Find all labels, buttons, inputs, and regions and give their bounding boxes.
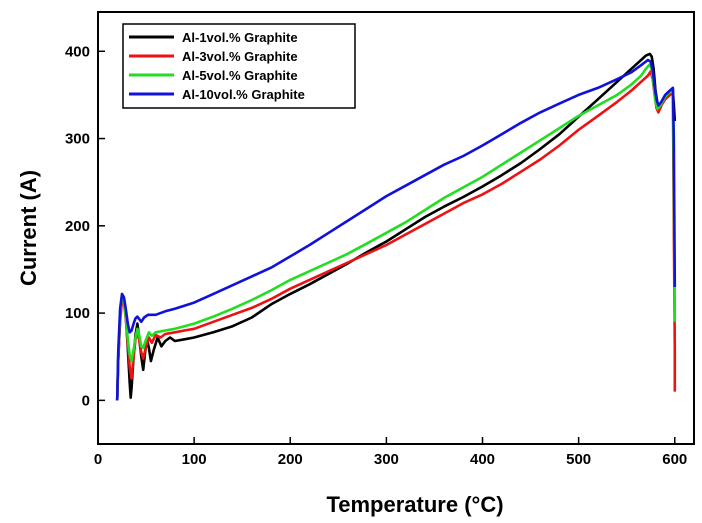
x-tick-label: 200 — [278, 451, 303, 468]
legend-label: Al-3vol.% Graphite — [182, 49, 298, 64]
series-layer — [115, 52, 677, 401]
x-tick-label: 100 — [182, 451, 207, 468]
x-tick-label: 400 — [470, 451, 495, 468]
x-tick-label: 0 — [94, 451, 102, 468]
y-tick-label: 400 — [65, 43, 90, 60]
y-tick-label: 200 — [65, 218, 90, 235]
x-tick-label: 600 — [662, 451, 687, 468]
y-axis-title: Current (A) — [16, 170, 41, 286]
series-line-4 — [115, 58, 677, 401]
x-tick-label: 500 — [566, 451, 591, 468]
y-tick-label: 300 — [65, 131, 90, 148]
legend-entries: Al-1vol.% Graphite Al-3vol.% Graphite Al-5… — [129, 30, 305, 102]
y-tick-label: 100 — [65, 305, 90, 322]
legend: Al-1vol.% Graphite Al-3vol.% Graphite Al-5… — [122, 23, 356, 109]
legend-label: Al-10vol.% Graphite — [182, 87, 305, 102]
ticks-layer: 0 100 200 300 400 500 600 0 100 200 300 400 — [65, 43, 687, 468]
legend-label: Al-5vol.% Graphite — [182, 68, 298, 83]
series-line-3 — [115, 63, 677, 401]
y-tick-label: 0 — [82, 392, 90, 409]
x-axis-title: Temperature (°C) — [326, 492, 503, 517]
x-tick-label: 300 — [374, 451, 399, 468]
plot-frame — [97, 11, 695, 445]
legend-label: Al-1vol.% Graphite — [182, 30, 298, 45]
